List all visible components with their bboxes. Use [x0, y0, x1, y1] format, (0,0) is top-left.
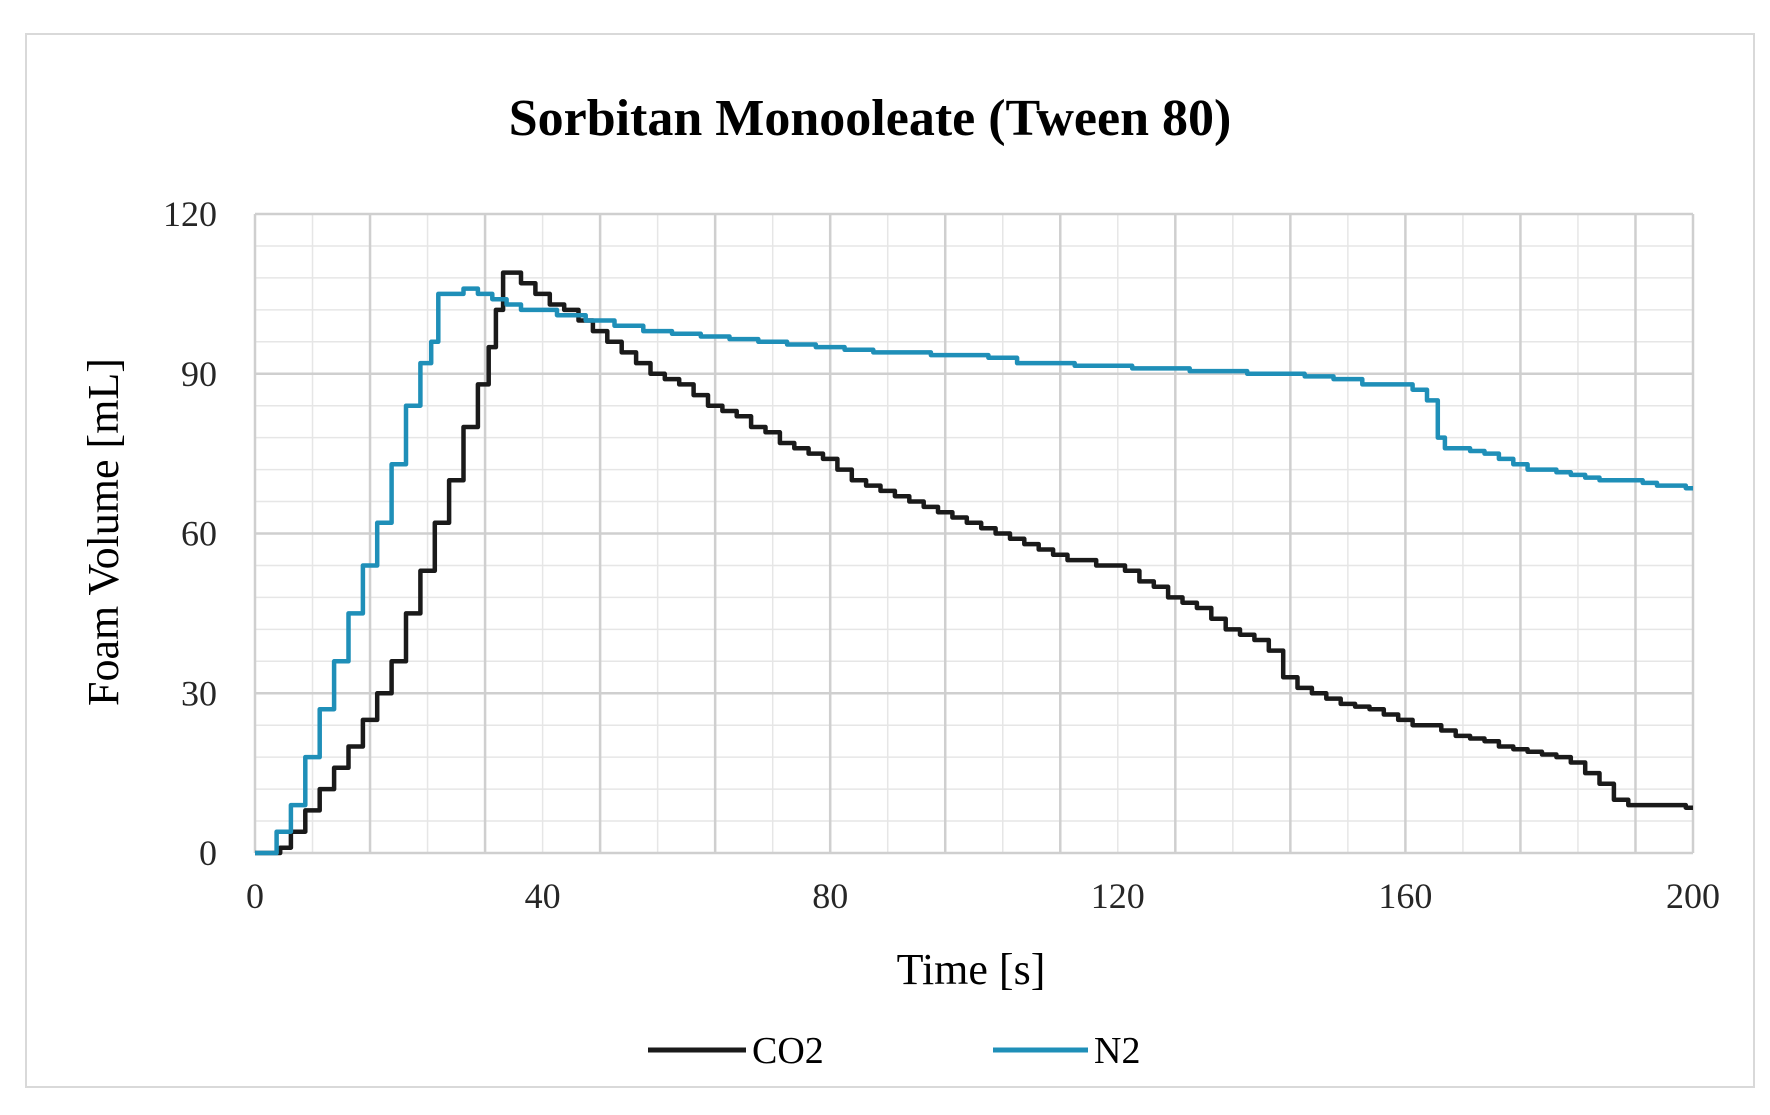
major-grid — [253, 212, 1695, 855]
y-axis-ticks: 0 30 60 90 120 — [163, 194, 217, 873]
y-axis-title: Foam Volume [mL] — [79, 358, 128, 706]
series-line-co2 — [255, 270, 1693, 856]
y-tick-label: 60 — [181, 514, 217, 554]
legend-label-co2: CO2 — [752, 1030, 824, 1072]
y-tick-label: 30 — [181, 673, 217, 713]
plot-lines — [255, 270, 1693, 856]
x-axis-title: Time [s] — [897, 945, 1046, 994]
y-tick-label: 90 — [181, 354, 217, 394]
x-tick-label: 0 — [246, 876, 264, 916]
x-tick-label: 200 — [1666, 876, 1720, 916]
chart-frame — [25, 33, 1755, 1088]
x-tick-label: 80 — [812, 876, 848, 916]
chart-title: Sorbitan Monooleate (Tween 80) — [509, 90, 1232, 147]
x-tick-label: 160 — [1378, 876, 1432, 916]
series-line-n2 — [255, 286, 1693, 856]
y-tick-label: 0 — [199, 833, 217, 873]
legend-label-n2: N2 — [1094, 1030, 1140, 1072]
x-axis-ticks: 0 40 80 120 160 200 — [246, 876, 1720, 916]
x-tick-label: 40 — [525, 876, 561, 916]
legend: CO2 N2 — [648, 1030, 1140, 1072]
x-tick-label: 120 — [1091, 876, 1145, 916]
y-tick-label: 120 — [163, 194, 217, 234]
